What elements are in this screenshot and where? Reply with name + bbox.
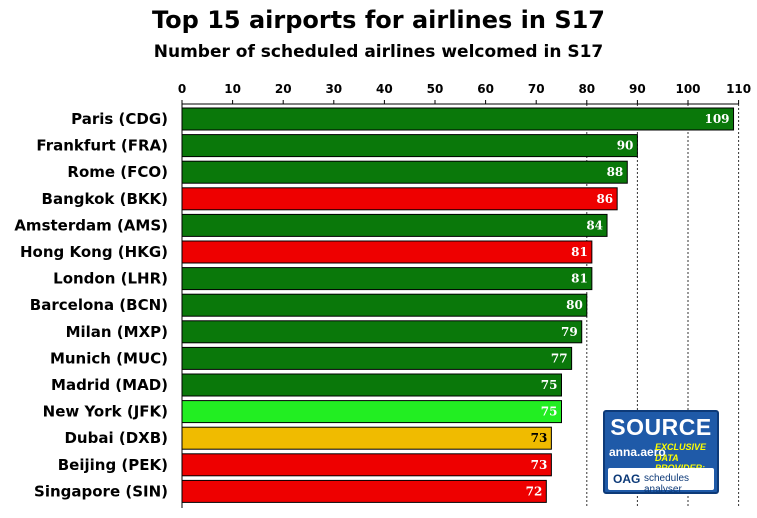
category-label: Amsterdam (AMS) xyxy=(14,216,168,234)
data-label: 81 xyxy=(571,272,588,286)
category-label: Beijing (PEK) xyxy=(58,456,168,474)
bars xyxy=(181,107,735,503)
bar xyxy=(181,213,608,237)
data-label: 73 xyxy=(531,458,548,472)
bar xyxy=(181,160,628,184)
data-label: 81 xyxy=(571,245,588,259)
category-label: Madrid (MAD) xyxy=(51,376,168,394)
data-label: 75 xyxy=(541,405,558,419)
bar xyxy=(181,373,562,397)
oag-logo: OAG xyxy=(613,472,641,486)
category-label: Bangkok (BKK) xyxy=(42,190,168,208)
data-label: 86 xyxy=(596,192,613,206)
category-label: Munich (MUC) xyxy=(50,349,168,367)
x-tick-label: 110 xyxy=(726,82,751,96)
chart-title: Top 15 airports for airlines in S17 xyxy=(151,6,606,34)
x-tick-label: 10 xyxy=(224,82,241,96)
data-label: 84 xyxy=(586,218,603,232)
source-badge-line1: EXCLUSIVE xyxy=(655,442,707,452)
data-label: 80 xyxy=(566,298,583,312)
bar xyxy=(181,267,593,291)
data-label: 77 xyxy=(551,351,568,365)
category-label: Hong Kong (HKG) xyxy=(20,243,168,261)
data-label: 88 xyxy=(607,165,624,179)
source-badge-title: SOURCE xyxy=(610,414,712,440)
bar xyxy=(181,453,552,477)
data-label: 72 xyxy=(526,484,543,498)
x-tick-label: 100 xyxy=(675,82,700,96)
bar xyxy=(181,426,552,450)
category-labels: Paris (CDG) Frankfurt (FRA) Rome (FCO) Bang… xyxy=(14,110,168,500)
x-tick-label: 30 xyxy=(325,82,342,96)
data-label: 109 xyxy=(704,112,729,126)
data-labels: 109 90 88 86 84 81 81 80 79 77 75 75 73 73 72 xyxy=(526,112,730,498)
x-tick-label: 90 xyxy=(629,82,646,96)
category-label: Singapore (SIN) xyxy=(34,482,168,500)
oag-logo-strip: OAG schedules analyser xyxy=(608,468,714,492)
bar xyxy=(181,293,588,317)
data-label: 79 xyxy=(561,325,578,339)
category-label: Milan (MXP) xyxy=(66,323,168,341)
bar xyxy=(181,187,618,211)
bar xyxy=(181,107,735,131)
category-label: London (LHR) xyxy=(53,270,168,288)
bar xyxy=(181,134,638,158)
bar xyxy=(181,320,583,344)
data-label: 73 xyxy=(531,431,548,445)
schedules-analyser-label: schedules analyser xyxy=(644,473,690,494)
data-label: 90 xyxy=(617,139,634,153)
category-label: New York (JFK) xyxy=(43,403,168,421)
bar xyxy=(181,240,593,264)
x-tick-label: 70 xyxy=(528,82,545,96)
x-tick-label: 80 xyxy=(578,82,595,96)
x-tick-label: 50 xyxy=(427,82,444,96)
anna-aero-logo: anna.aero xyxy=(609,445,666,459)
category-label: Frankfurt (FRA) xyxy=(36,137,168,155)
data-label: 75 xyxy=(541,378,558,392)
category-label: Paris (CDG) xyxy=(71,110,168,128)
chart-subtitle: Number of scheduled airlines welcomed in… xyxy=(153,42,604,62)
x-tick-label: 20 xyxy=(275,82,292,96)
x-tick-label: 0 xyxy=(178,82,186,96)
category-label: Dubai (DXB) xyxy=(64,429,168,447)
source-badge: SOURCE anna.aero EXCLUSIVE DATA PROVIDER… xyxy=(603,410,719,494)
category-label: Rome (FCO) xyxy=(67,163,168,181)
bar xyxy=(181,346,573,370)
x-tick-label: 60 xyxy=(477,82,494,96)
x-tick-label: 40 xyxy=(376,82,393,96)
bar xyxy=(181,400,562,424)
bar xyxy=(181,479,547,503)
category-label: Barcelona (BCN) xyxy=(30,296,168,314)
